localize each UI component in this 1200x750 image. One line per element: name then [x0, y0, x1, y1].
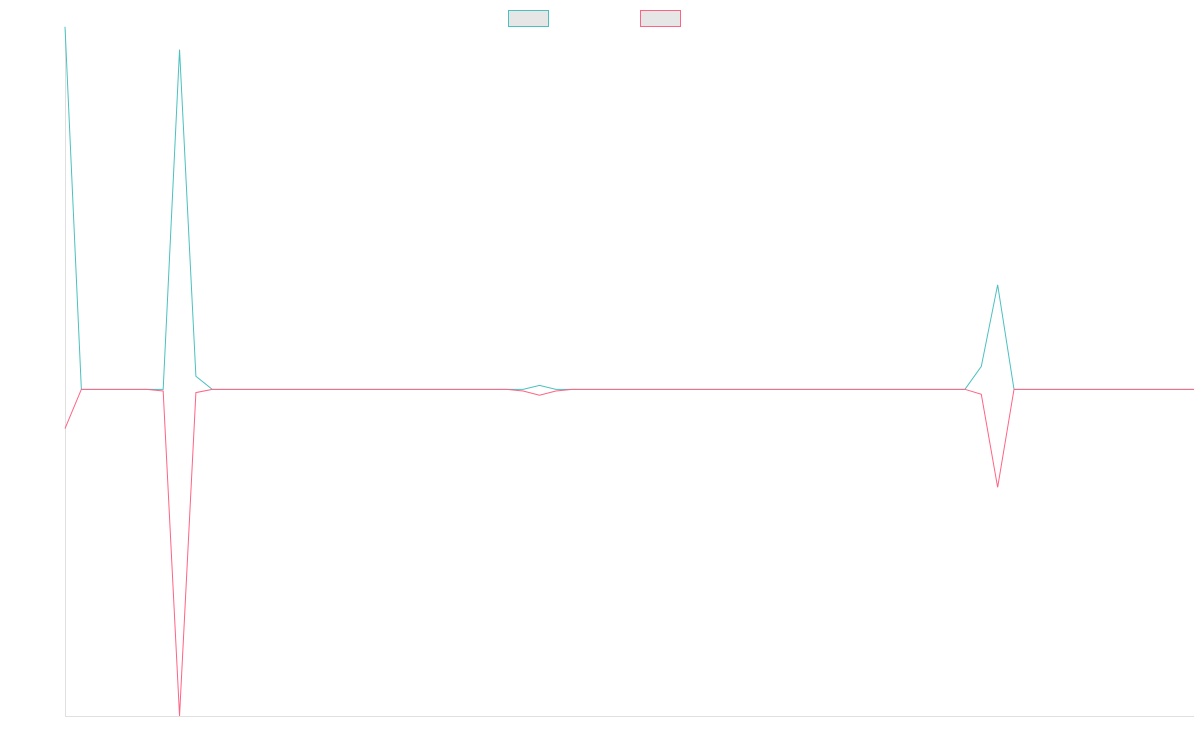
series-0 — [62, 24, 1194, 390]
data-point[interactable] — [553, 388, 559, 394]
data-point[interactable] — [340, 386, 346, 392]
data-point[interactable] — [618, 386, 624, 392]
data-point[interactable] — [1158, 386, 1164, 392]
axes — [65, 30, 1194, 717]
data-point[interactable] — [782, 386, 788, 392]
data-point[interactable] — [1044, 386, 1050, 392]
legend-swatch-0[interactable] — [508, 10, 549, 27]
data-point[interactable] — [438, 386, 444, 392]
data-point[interactable] — [978, 391, 984, 397]
data-point[interactable] — [700, 386, 706, 392]
data-point[interactable] — [1060, 386, 1066, 392]
data-point[interactable] — [896, 386, 902, 392]
data-point[interactable] — [226, 386, 232, 392]
data-point[interactable] — [667, 386, 673, 392]
data-point[interactable] — [537, 392, 543, 398]
data-point[interactable] — [978, 363, 984, 369]
data-point[interactable] — [766, 386, 772, 392]
data-point[interactable] — [487, 386, 493, 392]
data-point[interactable] — [586, 386, 592, 392]
data-point[interactable] — [455, 386, 461, 392]
data-point[interactable] — [209, 386, 215, 392]
data-point[interactable] — [242, 386, 248, 392]
series-line-1 — [64, 388, 1194, 717]
data-point[interactable] — [1027, 386, 1033, 392]
data-point[interactable] — [357, 386, 363, 392]
data-point[interactable] — [406, 386, 412, 392]
data-point[interactable] — [258, 386, 264, 392]
data-point[interactable] — [78, 386, 84, 392]
data-point[interactable] — [127, 386, 133, 392]
data-point[interactable] — [144, 386, 150, 392]
data-point[interactable] — [569, 386, 575, 392]
data-point[interactable] — [831, 386, 837, 392]
data-point[interactable] — [995, 282, 1001, 288]
data-point[interactable] — [471, 386, 477, 392]
data-point[interactable] — [635, 386, 641, 392]
data-point[interactable] — [749, 386, 755, 392]
data-point[interactable] — [177, 713, 183, 719]
data-point[interactable] — [111, 386, 117, 392]
legend-item-0[interactable] — [508, 10, 549, 27]
data-point[interactable] — [1142, 386, 1148, 392]
series-layer — [62, 24, 1197, 719]
series-1 — [62, 386, 1197, 719]
data-point[interactable] — [275, 386, 281, 392]
data-point[interactable] — [716, 386, 722, 392]
data-point[interactable] — [193, 373, 199, 379]
data-point[interactable] — [62, 426, 68, 432]
data-point[interactable] — [864, 386, 870, 392]
data-point[interactable] — [1109, 386, 1115, 392]
data-point[interactable] — [504, 386, 510, 392]
data-point[interactable] — [95, 386, 101, 392]
data-point[interactable] — [880, 386, 886, 392]
data-point[interactable] — [651, 386, 657, 392]
data-point[interactable] — [929, 386, 935, 392]
data-point[interactable] — [1011, 386, 1017, 392]
data-point[interactable] — [946, 386, 952, 392]
data-point[interactable] — [291, 386, 297, 392]
data-point[interactable] — [160, 388, 166, 394]
legend-item-1[interactable] — [640, 10, 681, 27]
data-point[interactable] — [1126, 386, 1132, 392]
data-point[interactable] — [684, 386, 690, 392]
data-point[interactable] — [62, 24, 68, 30]
data-point[interactable] — [1093, 386, 1099, 392]
data-point[interactable] — [847, 386, 853, 392]
data-point[interactable] — [962, 386, 968, 392]
data-point[interactable] — [422, 386, 428, 392]
data-point[interactable] — [389, 386, 395, 392]
data-point[interactable] — [307, 386, 313, 392]
data-point[interactable] — [602, 386, 608, 392]
data-point[interactable] — [1175, 386, 1181, 392]
data-point[interactable] — [537, 382, 543, 388]
data-point[interactable] — [913, 386, 919, 392]
legend-swatch-1[interactable] — [640, 10, 681, 27]
data-point[interactable] — [193, 390, 199, 396]
data-point[interactable] — [177, 47, 183, 53]
data-point[interactable] — [995, 484, 1001, 490]
data-point[interactable] — [373, 386, 379, 392]
data-point[interactable] — [815, 386, 821, 392]
data-point[interactable] — [520, 388, 526, 394]
data-point[interactable] — [733, 386, 739, 392]
series-line-0 — [64, 26, 1194, 390]
data-point[interactable] — [324, 386, 330, 392]
legend — [508, 10, 681, 27]
data-point[interactable] — [1076, 386, 1082, 392]
data-point[interactable] — [798, 386, 804, 392]
data-point[interactable] — [1191, 386, 1197, 392]
